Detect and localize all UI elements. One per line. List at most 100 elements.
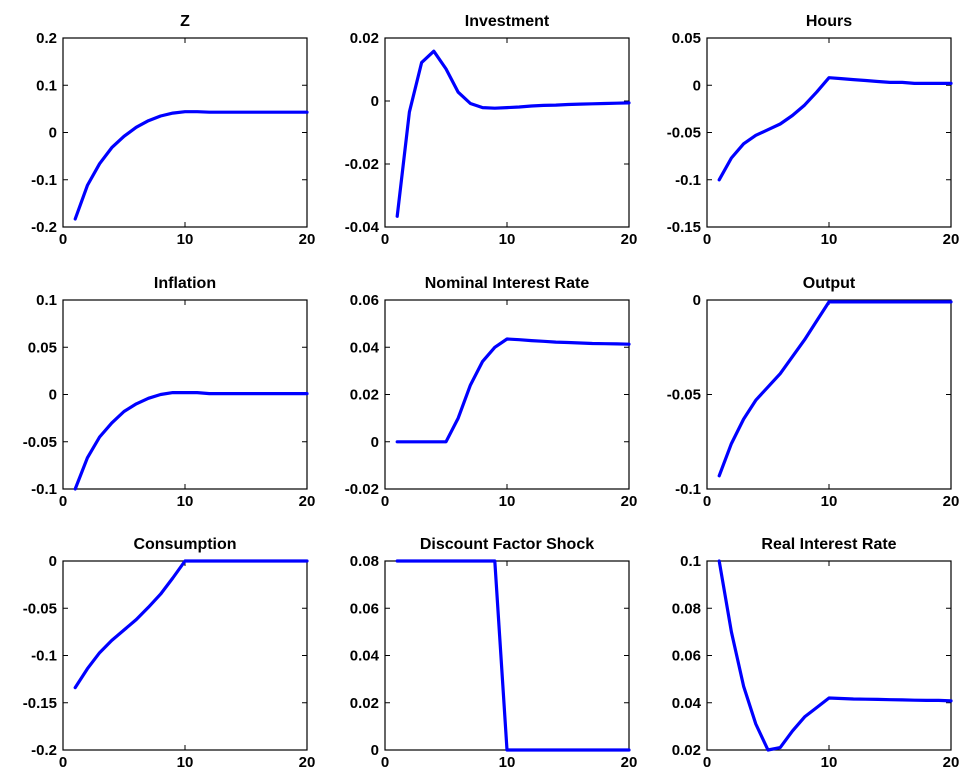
x-tick-label: 10: [499, 493, 516, 510]
subplot-title: Real Interest Rate: [761, 536, 896, 553]
subplot-title: Hours: [806, 13, 852, 30]
y-tick-label: -0.1: [31, 172, 57, 189]
y-tick-label: -0.05: [667, 125, 701, 142]
x-tick-label: 20: [943, 231, 960, 248]
y-tick-label: -0.1: [31, 481, 57, 498]
y-tick-label: -0.2: [31, 219, 57, 236]
y-tick-label: 0: [371, 434, 379, 451]
x-tick-label: 0: [703, 754, 711, 771]
y-tick-label: 0.02: [350, 30, 379, 47]
x-tick-label: 20: [299, 493, 316, 510]
x-tick-label: 0: [703, 231, 711, 248]
y-tick-label: -0.02: [345, 481, 379, 498]
y-tick-label: 0: [693, 292, 701, 309]
y-tick-label: 0: [371, 93, 379, 110]
x-tick-label: 20: [621, 231, 638, 248]
series-line: [717, 559, 953, 752]
series-line: [73, 110, 309, 221]
x-tick-label: 0: [703, 493, 711, 510]
y-tick-label: -0.04: [345, 219, 380, 236]
series-line: [395, 337, 631, 444]
subplot-title: Consumption: [133, 536, 236, 553]
subplot-title: Investment: [465, 13, 550, 30]
y-tick-label: 0.1: [680, 553, 701, 570]
axes-frame: [706, 560, 952, 751]
x-tick-label: 10: [177, 754, 194, 771]
y-tick-label: 0.04: [350, 648, 380, 665]
y-tick-label: -0.02: [345, 156, 379, 173]
subplot-8: Discount Factor Shock 0.08 0.06 0.04 0.02 00 1…: [350, 536, 638, 771]
y-tick-label: 0: [49, 125, 57, 142]
series-line: [73, 559, 309, 690]
series-line: [73, 391, 309, 491]
x-tick-label: 20: [943, 493, 960, 510]
axes-frame: [62, 37, 308, 228]
y-tick-label: 0.1: [36, 292, 57, 309]
y-tick-label: -0.05: [23, 600, 57, 617]
subplot-5: Nominal Interest Rate0.060.040.020-0.020…: [345, 275, 638, 510]
series-line: [395, 49, 631, 218]
y-tick-label: 0: [371, 742, 379, 759]
y-tick-label: -0.1: [675, 481, 701, 498]
x-tick-label: 10: [821, 493, 838, 510]
y-tick-label: 0.06: [672, 648, 701, 665]
y-tick-label: 0.05: [672, 30, 701, 47]
x-tick-label: 0: [59, 231, 67, 248]
y-tick-label: 0.06: [350, 600, 379, 617]
axes-frame: [706, 299, 952, 490]
axes-frame: [384, 299, 630, 490]
axes-frame: [706, 37, 952, 228]
x-tick-label: 10: [499, 754, 516, 771]
x-tick-label: 20: [621, 493, 638, 510]
y-tick-label: 0: [49, 553, 57, 570]
y-tick-label: 0.04: [350, 339, 380, 356]
y-tick-label: 0: [693, 77, 701, 94]
y-tick-label: -0.15: [667, 219, 701, 236]
y-tick-label: 0.05: [28, 339, 57, 356]
x-tick-label: 20: [943, 754, 960, 771]
y-tick-label: -0.15: [23, 695, 57, 712]
axes-frame: [62, 560, 308, 751]
y-tick-label: 0.06: [350, 292, 379, 309]
y-tick-label: 0: [49, 387, 57, 404]
y-tick-label: -0.1: [675, 172, 701, 189]
series-line: [717, 300, 953, 478]
axes-frame: [384, 37, 630, 228]
y-tick-label: 0.08: [350, 553, 379, 570]
x-tick-label: 10: [821, 231, 838, 248]
x-tick-label: 0: [381, 754, 389, 771]
y-tick-label: 0.02: [672, 742, 701, 759]
x-tick-label: 20: [621, 754, 638, 771]
y-tick-label: 0.08: [672, 600, 701, 617]
x-tick-label: 20: [299, 754, 316, 771]
subplot-title: Nominal Interest Rate: [425, 275, 590, 292]
x-tick-label: 0: [381, 493, 389, 510]
subplot-title: Output: [803, 275, 856, 292]
y-tick-label: 0.02: [350, 387, 379, 404]
axes-frame: [384, 560, 630, 751]
x-tick-label: 0: [381, 231, 389, 248]
series-line: [395, 559, 631, 752]
subplot-9: Real Interest Rate 0.1 0.08 0.06 0.04 0.020 10…: [672, 536, 960, 771]
y-tick-label: 0.2: [36, 30, 57, 47]
series-line: [717, 76, 953, 182]
subplot-title: Z: [180, 13, 190, 30]
x-tick-label: 10: [177, 231, 194, 248]
y-tick-label: 0.1: [36, 77, 57, 94]
x-tick-label: 20: [299, 231, 316, 248]
y-tick-label: -0.2: [31, 742, 57, 759]
x-tick-label: 0: [59, 493, 67, 510]
subplot-1: Z0.20.10-0.1-0.20 10 20: [31, 13, 315, 248]
subplot-title: Discount Factor Shock: [420, 536, 594, 553]
x-tick-label: 0: [59, 754, 67, 771]
y-tick-label: 0.04: [672, 695, 702, 712]
x-tick-label: 10: [499, 231, 516, 248]
y-tick-label: -0.05: [667, 387, 701, 404]
x-tick-label: 10: [177, 493, 194, 510]
